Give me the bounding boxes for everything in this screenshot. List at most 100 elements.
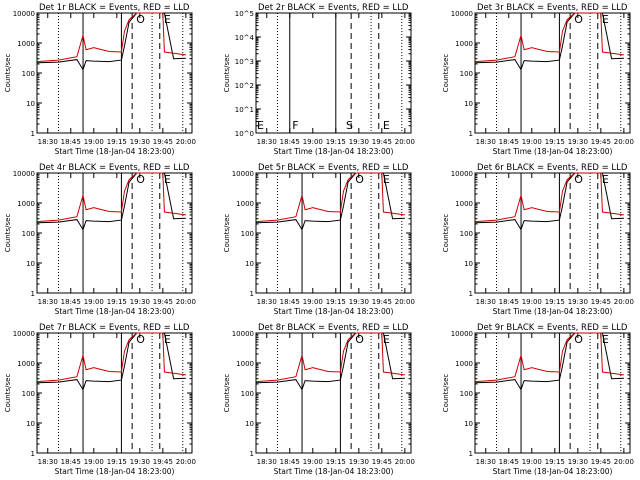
- x-tick-label: 18:45: [280, 458, 300, 466]
- y-axis-label: Counts/sec: [223, 214, 231, 253]
- y-tick-label: 10000: [451, 170, 473, 178]
- x-tick-label: 18:45: [61, 138, 81, 146]
- x-tick-label: 18:30: [476, 458, 496, 466]
- plot-frame: [36, 172, 193, 294]
- chart-panel-2: Det 2r BLACK = Events, RED = LLD 10^0 10^1…: [223, 3, 415, 156]
- y-axis-label: Counts/sec: [442, 214, 450, 253]
- x-tick-label: 18:30: [476, 298, 496, 306]
- event-letter-marker: O: [136, 13, 145, 26]
- x-tick-label: 19:30: [568, 298, 588, 306]
- event-letter-marker: E: [602, 333, 609, 346]
- x-tick-label: 19:15: [545, 138, 565, 146]
- y-axis-label: Counts/sec: [4, 54, 12, 93]
- x-tick-label: 19:45: [372, 138, 392, 146]
- x-tick-label: 19:15: [326, 138, 346, 146]
- x-tick-label: 19:15: [107, 298, 127, 306]
- y-tick-label: 1000: [455, 200, 473, 208]
- x-axis-label: Start Time (18-Jan-04 18:23:00): [493, 147, 613, 156]
- y-tick-label: 1000: [236, 200, 254, 208]
- chart-panel-7: Det 7r BLACK = Events, RED = LLD 1 10 100 10…: [4, 323, 196, 476]
- chart-panel-4: Det 4r BLACK = Events, RED = LLD 1 10 100 10…: [4, 163, 196, 316]
- x-tick-label: 18:45: [499, 298, 519, 306]
- y-axis-label: Counts/sec: [4, 214, 12, 253]
- y-tick-label: 1000: [236, 360, 254, 368]
- y-tick-label: 1: [469, 450, 473, 458]
- y-tick-label: 10^2: [235, 82, 254, 90]
- plot-frame: [255, 172, 412, 294]
- y-tick-label: 1000: [17, 360, 35, 368]
- y-tick-label: 10^1: [235, 106, 254, 114]
- y-tick-label: 10000: [13, 10, 35, 18]
- chart-title: Det 9r BLACK = Events, RED = LLD: [477, 323, 628, 333]
- x-tick-label: 19:30: [349, 138, 369, 146]
- chart-title: Det 5r BLACK = Events, RED = LLD: [258, 163, 409, 173]
- x-tick-label: 19:45: [591, 458, 611, 466]
- lld-series-line: [255, 332, 405, 383]
- y-tick-label: 10000: [451, 10, 473, 18]
- y-tick-label: 1000: [17, 40, 35, 48]
- event-letter-marker: E: [383, 333, 390, 346]
- y-tick-label: 10^4: [235, 34, 255, 42]
- x-axis-label: Start Time (18-Jan-04 18:23:00): [55, 147, 175, 156]
- event-letter-marker: E: [383, 119, 390, 132]
- event-letter-marker: E: [164, 173, 171, 186]
- chart-panel-6: Det 6r BLACK = Events, RED = LLD 1 10 100 10…: [442, 163, 634, 316]
- lld-series-line: [36, 172, 186, 223]
- x-tick-label: 20:00: [395, 138, 415, 146]
- x-tick-label: 19:30: [349, 458, 369, 466]
- chart-panel-3: Det 3r BLACK = Events, RED = LLD 1 10 100 10…: [442, 3, 634, 156]
- event-letter-marker: O: [574, 333, 583, 346]
- lld-series-line: [255, 172, 405, 223]
- y-tick-label: 1000: [17, 200, 35, 208]
- x-tick-label: 20:00: [176, 298, 196, 306]
- x-tick-label: 19:00: [84, 458, 104, 466]
- chart-title: Det 6r BLACK = Events, RED = LLD: [477, 163, 628, 173]
- y-tick-label: 1: [31, 290, 35, 298]
- y-tick-label: 1: [469, 130, 473, 138]
- y-tick-label: 1: [250, 450, 254, 458]
- x-tick-label: 19:45: [372, 458, 392, 466]
- event-letter-marker: F: [292, 119, 298, 132]
- y-tick-label: 10: [464, 100, 473, 108]
- y-tick-label: 10^5: [235, 10, 254, 18]
- x-tick-label: 20:00: [614, 458, 634, 466]
- event-letter-marker: O: [136, 173, 145, 186]
- x-tick-label: 20:00: [614, 138, 634, 146]
- chart-panel-1: Det 1r BLACK = Events, RED = LLD 1 10 100 10…: [4, 3, 196, 156]
- y-tick-label: 100: [460, 390, 473, 398]
- y-axis-label: Counts/sec: [442, 54, 450, 93]
- y-tick-label: 10^0: [235, 130, 254, 138]
- event-letter-marker: E: [602, 173, 609, 186]
- x-axis-label: Start Time (18-Jan-04 18:23:00): [55, 467, 175, 476]
- event-letter-marker: E: [383, 173, 390, 186]
- event-letter-marker: O: [136, 333, 145, 346]
- chart-panel-8: Det 8r BLACK = Events, RED = LLD 1 10 100 10…: [223, 323, 415, 476]
- y-tick-label: 10000: [13, 330, 35, 338]
- x-tick-label: 18:45: [499, 458, 519, 466]
- y-axis-label: Counts/sec: [223, 374, 231, 413]
- y-tick-label: 10: [464, 420, 473, 428]
- chart-panel-5: Det 5r BLACK = Events, RED = LLD 1 10 100 10…: [223, 163, 415, 316]
- y-tick-label: 100: [241, 390, 254, 398]
- plot-frame: [255, 332, 412, 454]
- y-tick-label: 100: [241, 230, 254, 238]
- x-axis-label: Start Time (18-Jan-04 18:23:00): [274, 307, 394, 316]
- plot-frame: [255, 12, 412, 134]
- y-tick-label: 10: [464, 260, 473, 268]
- lld-series-line: [474, 172, 624, 223]
- x-tick-label: 18:30: [38, 298, 58, 306]
- x-tick-label: 19:00: [84, 298, 104, 306]
- y-tick-label: 10000: [232, 170, 254, 178]
- y-tick-label: 1: [31, 450, 35, 458]
- x-tick-label: 18:30: [257, 138, 277, 146]
- x-tick-label: 18:45: [61, 458, 81, 466]
- x-tick-label: 20:00: [614, 298, 634, 306]
- event-letter-marker: O: [574, 173, 583, 186]
- x-tick-label: 18:45: [61, 298, 81, 306]
- chart-panel-9: Det 9r BLACK = Events, RED = LLD 1 10 100 10…: [442, 323, 634, 476]
- event-letter-marker: O: [355, 333, 364, 346]
- x-tick-label: 18:45: [280, 298, 300, 306]
- event-letter-marker: E: [257, 119, 264, 132]
- x-tick-label: 19:15: [107, 458, 127, 466]
